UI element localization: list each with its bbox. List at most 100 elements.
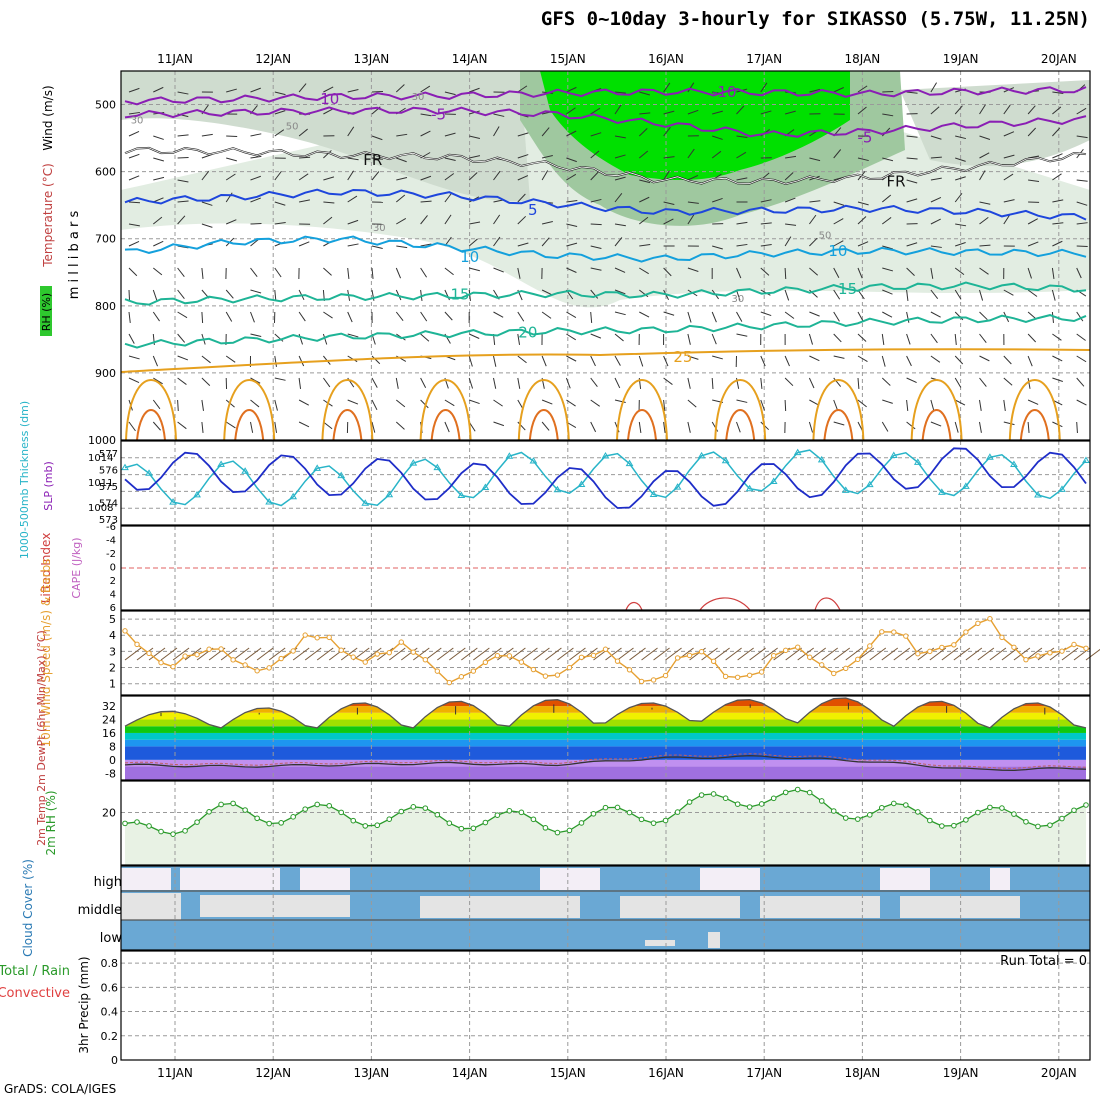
wind-speed-marker	[290, 648, 296, 654]
lifted-index-side-label: Lifted Index	[39, 533, 53, 604]
thickness-marker	[121, 463, 129, 471]
wind-barb	[152, 289, 158, 301]
day-label-bottom: 12JAN	[255, 1066, 291, 1080]
wind-barb	[128, 87, 140, 93]
wind-barb	[1027, 421, 1030, 434]
wind-barb	[833, 201, 845, 206]
wind-barb	[420, 243, 432, 247]
day-label-top: 13JAN	[354, 52, 390, 66]
wind-barb-10m	[304, 647, 322, 661]
temperature-contour-30	[136, 409, 166, 441]
cloud-level-label: low	[100, 931, 123, 946]
wind-barb-10m	[1013, 647, 1031, 661]
wind-barb	[906, 135, 918, 138]
wind-barb	[225, 311, 233, 322]
frame-layer	[120, 70, 1091, 1061]
day-label-top: 17JAN	[746, 52, 782, 66]
wind-barb	[1076, 135, 1088, 139]
wind-barb	[566, 130, 577, 137]
thickness-marker	[409, 459, 418, 466]
thickness-tick-label: 574	[99, 499, 118, 510]
rh-marker	[794, 786, 801, 793]
wind-barb	[857, 241, 869, 247]
wind-barb	[250, 175, 262, 181]
slp-tick-label: 1011	[88, 478, 113, 489]
rh-legend-swatch	[40, 286, 52, 336]
wind-barb	[833, 333, 842, 343]
wind-barb	[881, 194, 892, 203]
wind-barb	[468, 238, 478, 247]
wind-barb	[493, 377, 497, 389]
thickness-marker	[505, 452, 514, 459]
wind-barb	[444, 173, 455, 181]
wind-speed-marker	[662, 672, 669, 679]
temperature-contour-30	[430, 409, 461, 441]
wind-barb	[177, 289, 185, 299]
thickness-marker	[865, 480, 874, 488]
temperature-contour-30	[332, 409, 363, 441]
wind-barb	[979, 355, 990, 362]
wind-barb	[882, 267, 894, 272]
wind-barb	[833, 399, 839, 411]
wind-barb	[590, 245, 602, 249]
panel-frame	[120, 865, 1091, 951]
wind-barb	[250, 311, 255, 323]
wind-barb	[1076, 245, 1088, 248]
wind-barb	[274, 201, 286, 206]
rh-marker	[770, 795, 777, 802]
footer-credit: GrADS: COLA/IGES	[4, 1082, 117, 1096]
wind-speed-marker	[758, 669, 765, 675]
wind-speed-marker	[242, 662, 248, 668]
wind-barb	[663, 311, 675, 316]
wind-barb-10m	[761, 647, 778, 661]
wind-barb	[420, 311, 428, 322]
wind-barb	[590, 223, 602, 226]
wind-barb	[1028, 179, 1040, 182]
wind-barb	[736, 135, 748, 138]
thickness-marker	[241, 467, 250, 474]
wind-barb	[906, 399, 909, 411]
wind-barb	[201, 201, 213, 206]
wind-barb	[226, 157, 237, 162]
wind-barb-10m	[461, 647, 478, 661]
wind-barb	[954, 289, 962, 300]
wind-barb	[930, 267, 934, 279]
day-label-top: 19JAN	[943, 52, 979, 66]
wind-barb	[687, 82, 695, 93]
wind-barb	[323, 176, 335, 181]
temp2m-side-label: 2m Temp 2m DewPt (6hr Min/Max) (°C)	[35, 630, 48, 846]
temperature-band	[125, 706, 1086, 713]
wind-barb-10m	[1061, 647, 1079, 661]
rh-marker	[458, 825, 465, 832]
wind-barb	[979, 152, 990, 159]
wind-barb	[930, 156, 942, 159]
wind-barb	[930, 135, 942, 140]
wind-barb	[639, 267, 649, 275]
wind-barb	[1003, 421, 1015, 426]
rh-marker	[266, 820, 272, 827]
background-layer	[121, 71, 1090, 950]
thickness-marker	[649, 490, 658, 498]
precip-convective-label: Convective	[0, 986, 70, 1001]
rh-marker	[326, 802, 333, 809]
wind-barb	[638, 421, 642, 433]
wind-barb	[614, 333, 624, 342]
wind-barb	[128, 130, 140, 137]
temperature-contour	[124, 188, 1087, 221]
slp-line	[124, 447, 1087, 509]
rh-marker	[470, 825, 477, 832]
wind-barb	[687, 333, 691, 345]
wind-barb	[274, 355, 277, 367]
wind-barb	[468, 289, 471, 301]
wind-barb	[420, 399, 429, 409]
wind-barb	[1076, 267, 1082, 279]
wind-barb	[1076, 222, 1088, 225]
wind-barb	[614, 267, 626, 273]
precip-total-label: Total / Rain	[0, 964, 70, 979]
wind-barb	[687, 148, 695, 159]
wind-barb	[614, 176, 626, 181]
temperature-contour-25	[714, 379, 767, 441]
wind-barb	[590, 333, 602, 339]
wind-barb	[833, 87, 844, 93]
wind-barb	[760, 355, 766, 367]
